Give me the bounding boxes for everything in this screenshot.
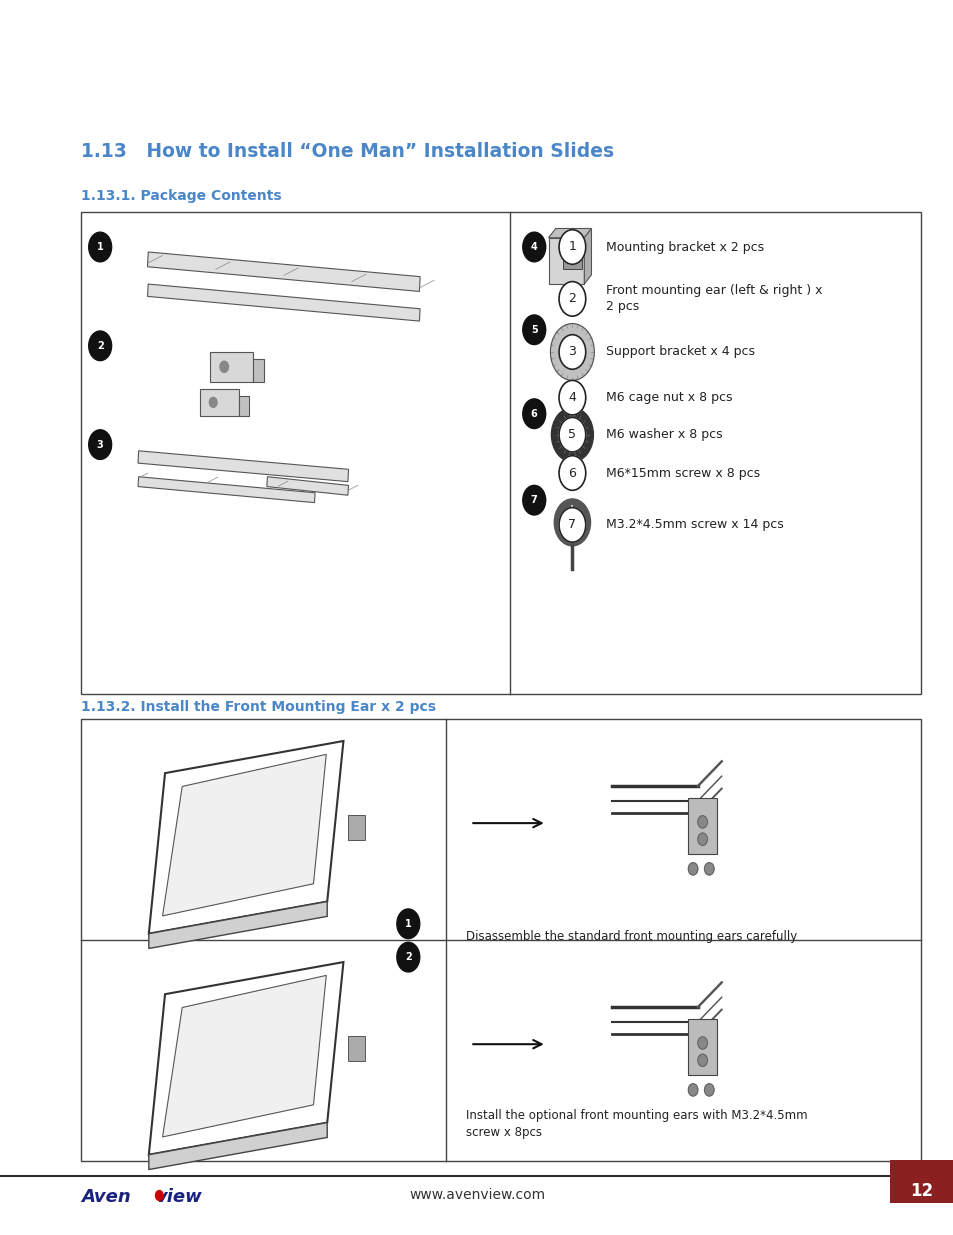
Text: 2: 2 — [404, 952, 412, 962]
Bar — [687, 798, 717, 855]
Circle shape — [566, 249, 577, 263]
Text: 7: 7 — [568, 519, 576, 531]
Text: 4: 4 — [568, 391, 576, 404]
Text: 5: 5 — [568, 429, 576, 441]
Text: 6: 6 — [530, 409, 537, 419]
Bar — [200, 389, 238, 416]
Bar — [348, 815, 365, 840]
Text: 5: 5 — [530, 325, 537, 335]
Text: 3: 3 — [568, 346, 576, 358]
Text: 1: 1 — [404, 919, 412, 929]
Polygon shape — [138, 451, 348, 482]
Circle shape — [89, 430, 112, 459]
Circle shape — [522, 232, 545, 262]
Text: M6 washer x 8 pcs: M6 washer x 8 pcs — [605, 429, 721, 441]
Text: 1.13.1. Package Contents: 1.13.1. Package Contents — [81, 189, 281, 203]
Text: 3: 3 — [96, 440, 104, 450]
Bar — [548, 237, 583, 284]
Circle shape — [698, 815, 707, 827]
Circle shape — [522, 485, 545, 515]
Circle shape — [155, 1191, 163, 1200]
Bar — [562, 243, 581, 268]
Text: 4: 4 — [530, 242, 537, 252]
Polygon shape — [148, 252, 419, 291]
Circle shape — [89, 331, 112, 361]
Circle shape — [564, 342, 579, 362]
Text: 6: 6 — [568, 467, 576, 479]
Bar — [253, 359, 264, 382]
Text: 1.13   How to Install “One Man” Installation Slides: 1.13 How to Install “One Man” Installati… — [81, 142, 614, 161]
Text: Install the optional front mounting ears with M3.2*4.5mm
screw x 8pcs: Install the optional front mounting ears… — [465, 1109, 806, 1139]
Polygon shape — [149, 1123, 327, 1170]
Text: Aven: Aven — [81, 1188, 131, 1207]
Text: Disassemble the standard front mounting ears carefully: Disassemble the standard front mounting … — [465, 930, 796, 944]
Text: 12: 12 — [909, 1182, 932, 1200]
Polygon shape — [162, 976, 326, 1137]
Circle shape — [558, 282, 585, 316]
Circle shape — [558, 380, 585, 415]
Circle shape — [558, 456, 585, 490]
Polygon shape — [583, 228, 591, 284]
Circle shape — [703, 1084, 713, 1097]
Text: M6 cage nut x 8 pcs: M6 cage nut x 8 pcs — [605, 391, 732, 404]
Text: 1: 1 — [96, 242, 104, 252]
Polygon shape — [149, 962, 343, 1155]
Circle shape — [558, 417, 585, 452]
Text: Support bracket x 4 pcs: Support bracket x 4 pcs — [605, 346, 754, 358]
Polygon shape — [138, 477, 314, 503]
Polygon shape — [548, 228, 591, 237]
Text: 2: 2 — [96, 341, 104, 351]
Bar — [81, 212, 920, 694]
Text: Mounting bracket x 2 pcs: Mounting bracket x 2 pcs — [605, 241, 763, 253]
Circle shape — [558, 508, 585, 542]
Bar — [210, 352, 253, 382]
Circle shape — [551, 408, 593, 462]
Circle shape — [687, 862, 697, 874]
Circle shape — [209, 398, 217, 408]
Circle shape — [703, 862, 713, 874]
Text: M3.2*4.5mm screw x 14 pcs: M3.2*4.5mm screw x 14 pcs — [605, 519, 782, 531]
Polygon shape — [149, 741, 343, 934]
Text: 1.13.2. Install the Front Mounting Ear x 2 pcs: 1.13.2. Install the Front Mounting Ear x… — [81, 700, 436, 714]
Circle shape — [219, 362, 229, 373]
Bar — [238, 395, 249, 416]
Circle shape — [396, 942, 419, 972]
Circle shape — [550, 324, 594, 380]
Circle shape — [687, 1084, 697, 1097]
Text: M6*15mm screw x 8 pcs: M6*15mm screw x 8 pcs — [605, 467, 760, 479]
Circle shape — [522, 399, 545, 429]
Circle shape — [522, 315, 545, 345]
Polygon shape — [149, 902, 327, 948]
Circle shape — [558, 335, 585, 369]
Circle shape — [558, 230, 585, 264]
Bar — [889, 1160, 953, 1203]
Circle shape — [698, 1053, 707, 1066]
Circle shape — [554, 499, 590, 546]
Text: 7: 7 — [530, 495, 537, 505]
Text: 2: 2 — [568, 293, 576, 305]
Text: Front mounting ear (left & right ) x
2 pcs: Front mounting ear (left & right ) x 2 p… — [605, 284, 821, 314]
Circle shape — [698, 1037, 707, 1050]
Polygon shape — [162, 755, 326, 916]
Circle shape — [698, 832, 707, 845]
Text: 1: 1 — [568, 241, 576, 253]
Polygon shape — [148, 284, 419, 321]
Text: view: view — [155, 1188, 202, 1207]
Circle shape — [396, 909, 419, 939]
Text: www.avenview.com: www.avenview.com — [409, 1188, 544, 1202]
Bar — [687, 1020, 717, 1074]
Circle shape — [89, 232, 112, 262]
Bar — [81, 719, 920, 1161]
Bar — [348, 1036, 365, 1061]
Polygon shape — [267, 477, 348, 495]
